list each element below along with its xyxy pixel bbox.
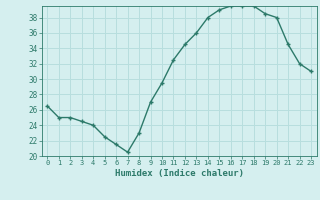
X-axis label: Humidex (Indice chaleur): Humidex (Indice chaleur) bbox=[115, 169, 244, 178]
